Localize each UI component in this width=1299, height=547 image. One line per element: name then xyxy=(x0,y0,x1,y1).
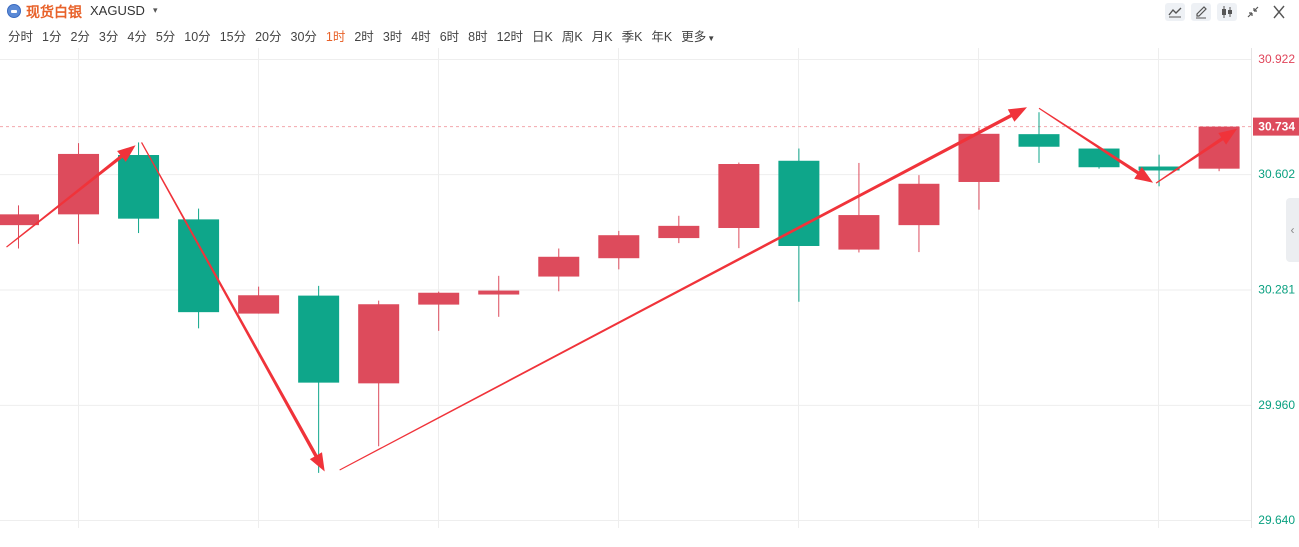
candle-body xyxy=(1018,134,1060,147)
period-tab-15[interactable]: 8时 xyxy=(468,26,487,44)
candle-body xyxy=(838,215,880,250)
instrument-name[interactable]: 现货白银 xyxy=(26,4,82,20)
period-tab-22[interactable]: 更多▼ xyxy=(681,26,715,44)
chevron-left-icon: ‹ xyxy=(1290,223,1295,237)
candle-body xyxy=(298,295,340,383)
shrink-icon[interactable] xyxy=(1243,3,1263,21)
candle-body xyxy=(598,235,640,259)
period-tab-label: 4分 xyxy=(127,30,147,44)
period-tab-3[interactable]: 3分 xyxy=(99,26,118,44)
period-tab-13[interactable]: 4时 xyxy=(411,26,430,44)
period-tab-label: 日K xyxy=(532,30,553,44)
period-tab-label: 2分 xyxy=(70,30,90,44)
period-tab-1[interactable]: 1分 xyxy=(42,26,61,44)
candle-body xyxy=(238,295,280,314)
period-tab-label: 2时 xyxy=(354,30,374,44)
period-tab-7[interactable]: 15分 xyxy=(220,26,246,44)
period-tab-0[interactable]: 分时 xyxy=(8,26,33,44)
y-tick-label: 30.602 xyxy=(1258,167,1295,181)
period-tabs: 分时 1分 2分 3分 4分 5分 10分 15分 20分 30分 1时 2时 3时 4时 6时 8时 12时日… xyxy=(8,26,724,44)
period-tab-16[interactable]: 12时 xyxy=(497,26,523,44)
period-tab-label: 周K xyxy=(561,30,583,44)
period-tab-label: 更多 xyxy=(681,30,707,44)
y-tick-label: 30.922 xyxy=(1258,52,1295,66)
period-tab-label: 30分 xyxy=(290,30,317,44)
period-tab-4[interactable]: 4分 xyxy=(127,26,146,44)
candle-body xyxy=(478,290,520,295)
period-tab-label: 15分 xyxy=(219,30,247,44)
period-tab-label: 8时 xyxy=(468,30,488,44)
period-tab-label: 分时 xyxy=(8,30,34,44)
trend-arrow xyxy=(6,145,136,248)
period-tab-2[interactable]: 2分 xyxy=(70,26,89,44)
period-tab-17[interactable]: 日K xyxy=(532,26,553,44)
period-tab-14[interactable]: 6时 xyxy=(440,26,459,44)
period-tab-label: 12时 xyxy=(496,30,524,44)
candle-type-icon[interactable] xyxy=(1217,3,1237,21)
candle-body xyxy=(58,153,100,215)
y-tick-label: 29.640 xyxy=(1258,513,1295,527)
period-tab-9[interactable]: 30分 xyxy=(291,26,317,44)
candle-body xyxy=(0,214,39,226)
candle-body xyxy=(538,256,580,277)
period-tab-label: 10分 xyxy=(184,30,211,44)
close-icon[interactable] xyxy=(1269,3,1289,21)
period-tab-label: 3分 xyxy=(98,30,119,44)
period-tab-label: 1时 xyxy=(325,30,346,44)
trend-arrow xyxy=(1038,107,1154,183)
period-tab-5[interactable]: 5分 xyxy=(156,26,175,44)
candle-body xyxy=(898,183,940,226)
candle-body xyxy=(418,292,460,305)
chart-header: 现货白银 XAGUSD ▾ xyxy=(0,0,1299,22)
period-tab-label: 4时 xyxy=(411,30,431,44)
candle-body xyxy=(178,219,220,313)
more-dropdown-icon: ▼ xyxy=(707,34,716,43)
current-price-badge xyxy=(1253,117,1299,136)
period-tab-12[interactable]: 3时 xyxy=(383,26,402,44)
period-tab-label: 20分 xyxy=(255,30,282,44)
period-tab-11[interactable]: 2时 xyxy=(354,26,373,44)
period-tab-label: 季K xyxy=(621,30,643,44)
period-tab-18[interactable]: 周K xyxy=(562,26,583,44)
candle-body xyxy=(658,225,700,239)
y-tick-label: 30.281 xyxy=(1258,283,1295,297)
pen-icon[interactable] xyxy=(1191,3,1211,21)
candle-body xyxy=(118,155,160,219)
side-panel-toggle[interactable]: ‹ xyxy=(1286,198,1299,262)
candle-body xyxy=(958,133,1000,182)
trend-arrow xyxy=(1155,128,1238,184)
candle-body xyxy=(358,304,400,384)
period-tab-10[interactable]: 1时 xyxy=(326,26,345,44)
period-tab-8[interactable]: 20分 xyxy=(255,26,281,44)
instrument-symbol[interactable]: XAGUSD xyxy=(90,3,145,18)
current-price-label: 30.734 xyxy=(1258,120,1295,134)
y-tick-label: 29.960 xyxy=(1258,398,1295,412)
price-axis-separator xyxy=(1251,48,1252,528)
period-tab-label: 年K xyxy=(651,30,673,44)
period-tab-label: 1分 xyxy=(42,30,62,44)
candle-body xyxy=(718,164,760,229)
period-tab-label: 3时 xyxy=(382,30,403,44)
trend-arrow xyxy=(141,142,325,472)
period-tab-label: 月K xyxy=(591,30,613,44)
period-tab-19[interactable]: 月K xyxy=(592,26,613,44)
period-tab-label: 6时 xyxy=(439,30,460,44)
period-tab-label: 5分 xyxy=(155,30,176,44)
symbol-dropdown-icon[interactable]: ▾ xyxy=(153,5,158,15)
line-tool-icon[interactable] xyxy=(1165,3,1185,21)
candle-body xyxy=(778,160,820,246)
toolbar xyxy=(1165,3,1289,21)
period-tab-6[interactable]: 10分 xyxy=(184,26,210,44)
period-tab-21[interactable]: 年K xyxy=(651,26,672,44)
trend-arrow xyxy=(339,107,1027,471)
period-tab-20[interactable]: 季K xyxy=(622,26,643,44)
candle-body xyxy=(1138,166,1180,171)
silver-logo-icon xyxy=(7,4,21,18)
